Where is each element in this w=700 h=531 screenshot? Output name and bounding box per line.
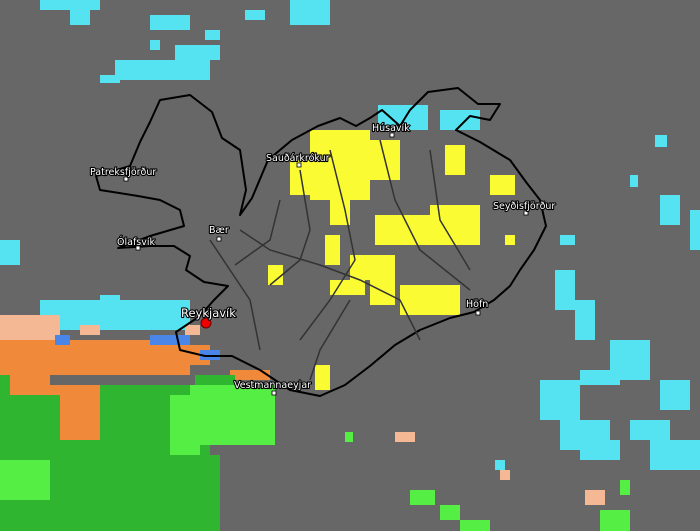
precip-cell [660, 380, 690, 410]
place-labels: Húsavík Sauðárkrókur Patreksfjörður Seyð… [89, 122, 557, 396]
precip-cell [410, 490, 435, 505]
place-label: Húsavík [372, 123, 410, 134]
precip-cell [580, 440, 620, 460]
precip-cell [345, 432, 353, 442]
precip-cell [460, 520, 490, 531]
precip-cell [100, 295, 120, 305]
rivers [209, 139, 471, 381]
river [209, 239, 261, 351]
precip-cell [268, 265, 283, 285]
iceland-outline [95, 87, 547, 397]
precip-cell [370, 280, 395, 305]
precip-cell [660, 195, 680, 225]
precip-cell [490, 175, 515, 195]
town-marker [389, 132, 395, 138]
precip-cell [175, 45, 220, 60]
precip-cell [315, 365, 330, 390]
precip-cell [290, 160, 320, 195]
precip-cell [205, 30, 220, 40]
river [269, 169, 311, 286]
precip-cell [400, 285, 460, 315]
precip-cell [505, 235, 515, 245]
town-marker [123, 176, 129, 182]
place-label: Sauðárkrókur [266, 153, 330, 164]
precip-cell [185, 325, 200, 335]
place-label: Bær [209, 225, 229, 236]
river [234, 199, 281, 266]
precip-cell [0, 460, 50, 500]
place-label: Reykjavík [181, 306, 236, 320]
precip-cell [70, 10, 90, 25]
town-marker [296, 162, 302, 168]
precip-cell [495, 460, 505, 470]
precip-cell [0, 315, 60, 340]
precip-cell [630, 175, 638, 187]
river [299, 149, 356, 341]
town-marker [135, 245, 141, 251]
precip-cell [585, 490, 605, 505]
precip-cell [245, 10, 265, 20]
precip-cell [55, 335, 70, 345]
precip-cell [100, 75, 120, 83]
town-marker [475, 310, 481, 316]
precip-cell [460, 225, 480, 240]
precip-cell [150, 40, 160, 50]
river [429, 149, 471, 271]
place-label: Höfn [466, 299, 488, 310]
town-marker [271, 390, 277, 396]
precip-cell [500, 470, 510, 480]
place-label: Vestmannaeyjar [234, 380, 311, 391]
precip-cell [0, 240, 20, 265]
precip-cell [555, 270, 575, 310]
capital-marker [200, 317, 212, 329]
precip-cell [440, 505, 460, 520]
precip-cell [160, 455, 220, 531]
river [309, 299, 351, 381]
precip-cell [580, 370, 620, 385]
place-label: Patreksfjörður [90, 167, 156, 178]
precip-cell [0, 340, 190, 375]
precip-cell [560, 235, 575, 245]
precip-cell [80, 325, 100, 335]
precip-cell [650, 440, 700, 470]
precip-cell [40, 0, 100, 10]
precip-cell [330, 200, 350, 225]
town-marker [523, 210, 529, 216]
place-label: Seyðisfjörður [493, 201, 555, 212]
precip-cell [0, 375, 10, 395]
river [379, 139, 471, 291]
precip-cell [445, 145, 465, 175]
precip-cell [378, 105, 428, 130]
coastline [95, 87, 547, 397]
precip-cell [395, 432, 415, 442]
precip-cell [690, 210, 700, 250]
precip-cell [150, 15, 190, 30]
precip-cell [220, 400, 270, 435]
precip-cell [350, 255, 395, 280]
precip-cell [170, 395, 200, 455]
precip-cell [325, 235, 340, 265]
precip-cell [620, 480, 630, 495]
precip-cell [330, 280, 365, 295]
river [239, 229, 421, 341]
place-label: Ólafsvík [117, 236, 155, 248]
precip-cell [290, 0, 330, 25]
precip-cell [150, 335, 190, 345]
precip-cell [230, 370, 270, 380]
precip-cell [115, 60, 210, 80]
precip-cell [655, 135, 667, 147]
town-marker [216, 236, 222, 242]
precip-cell [540, 380, 580, 420]
precip-cell [630, 420, 670, 440]
precip-cell [600, 510, 630, 531]
precip-cell [575, 300, 595, 340]
